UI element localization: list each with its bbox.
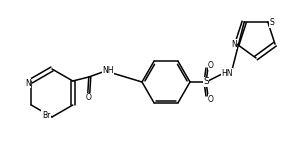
Text: Br: Br (42, 111, 50, 120)
Text: S: S (203, 78, 209, 87)
Text: NH: NH (102, 66, 113, 76)
Text: O: O (208, 95, 214, 104)
Text: HN: HN (221, 68, 233, 78)
Text: O: O (208, 60, 214, 69)
Text: S: S (269, 18, 274, 27)
Text: N: N (231, 40, 237, 49)
Text: N: N (25, 79, 31, 88)
Text: O: O (86, 94, 92, 103)
